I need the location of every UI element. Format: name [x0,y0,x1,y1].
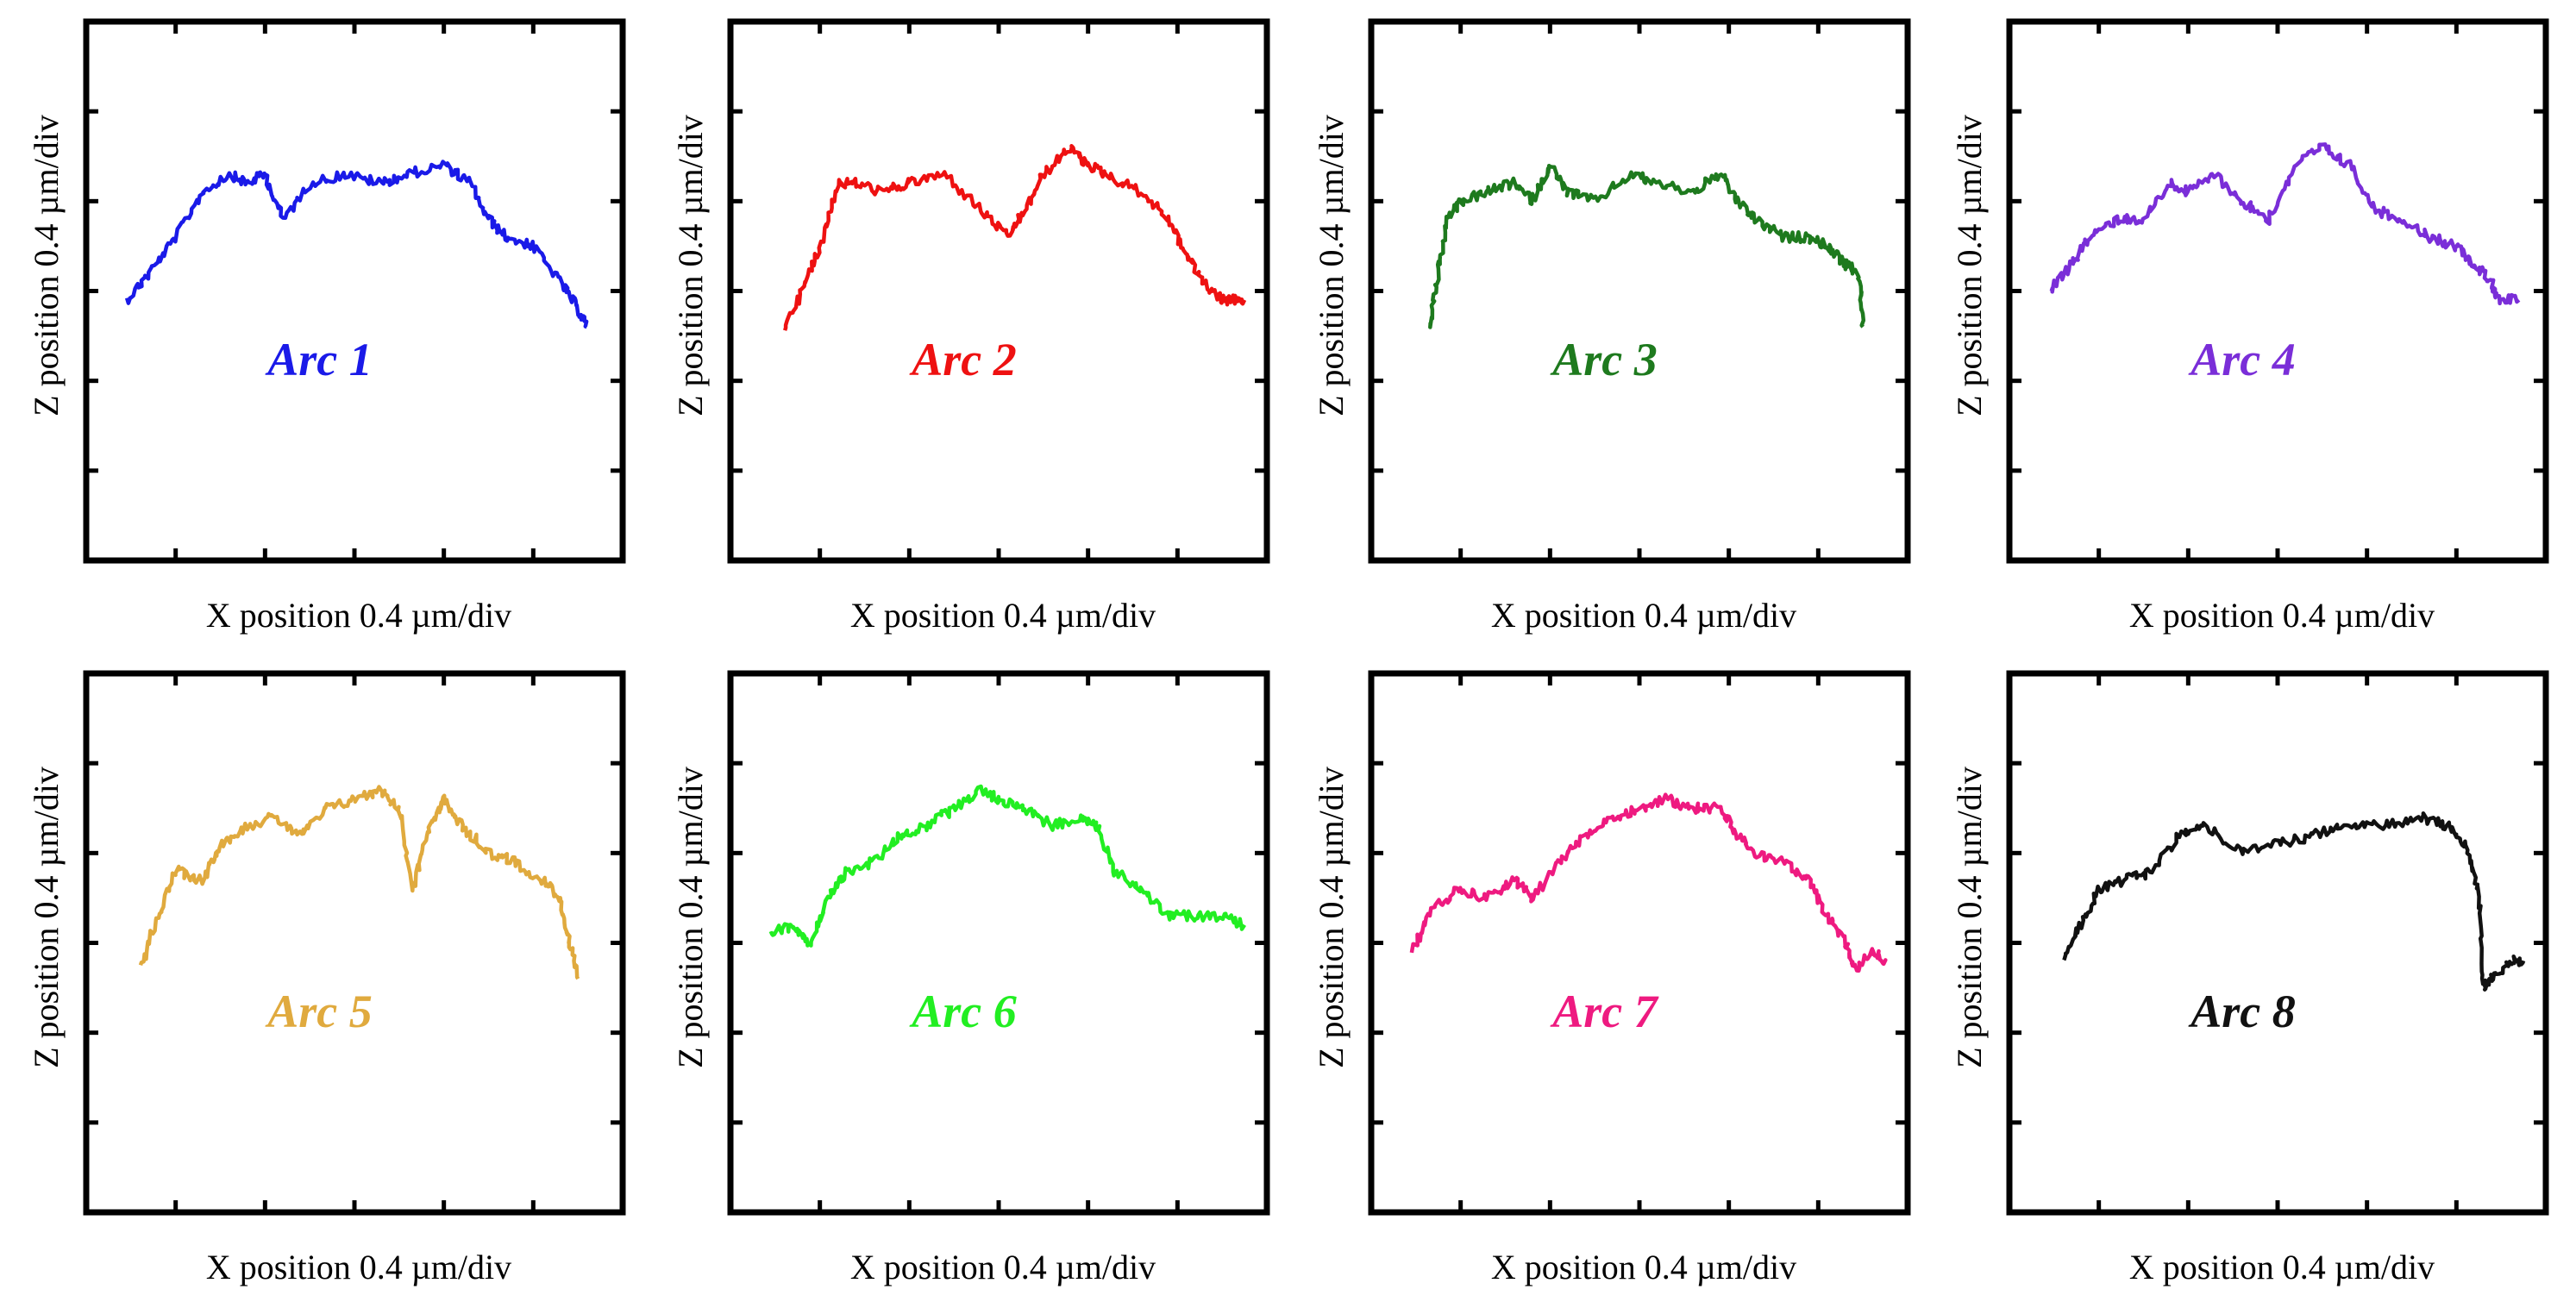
arc-trace [1428,163,1866,329]
arc-label: Arc 1 [265,334,373,385]
y-axis-title: Z position 0.4 µm/div [27,115,66,416]
x-axis-title: X position 0.4 µm/div [1491,596,1796,635]
y-axis-title: Z position 0.4 µm/div [1312,767,1351,1068]
arc-label: Arc 2 [909,334,1017,385]
panel-5: Arc 5 X position 0.4 µm/div Z position 0.4… [27,670,626,1286]
arc-trace [138,785,580,980]
x-axis-title: X position 0.4 µm/div [850,1248,1156,1286]
x-axis-title: X position 0.4 µm/div [2129,596,2435,635]
plot-frame [2006,18,2549,564]
panel-8: Arc 8 X position 0.4 µm/div Z position 0.4… [1950,670,2549,1286]
plot-frame [727,18,1270,564]
plot-frame [83,670,626,1216]
plot-frame [1368,670,1911,1216]
plot-frame [2006,670,2549,1216]
x-axis-title: X position 0.4 µm/div [1491,1248,1796,1286]
panel-4: Arc 4 X position 0.4 µm/div Z position 0.4… [1950,18,2549,635]
arc-trace [124,160,589,329]
arc-label: Arc 3 [1550,334,1658,385]
plot-frame [1368,18,1911,564]
panel-2: Arc 2 X position 0.4 µm/div Z position 0.4… [671,18,1270,635]
panel-6: Arc 6 X position 0.4 µm/div Z position 0.4… [671,670,1270,1286]
arc-label: Arc 6 [909,986,1017,1037]
arc-trace [2049,142,2521,306]
arc-trace [1409,792,1888,973]
y-axis-title: Z position 0.4 µm/div [1950,767,1989,1068]
panel-1: Arc 1 X position 0.4 µm/div Z position 0.4… [27,18,626,635]
plot-frame [83,18,626,564]
y-axis-title: Z position 0.4 µm/div [27,767,66,1068]
x-axis-title: X position 0.4 µm/div [206,596,511,635]
arc-trace [782,143,1247,331]
x-axis-title: X position 0.4 µm/div [206,1248,511,1286]
y-axis-title: Z position 0.4 µm/div [1312,115,1351,416]
arc-trace [2062,811,2526,992]
panel-3: Arc 3 X position 0.4 µm/div Z position 0.4… [1312,18,1911,635]
arc-label: Arc 7 [1550,986,1659,1037]
y-axis-title: Z position 0.4 µm/div [1950,115,1989,416]
panel-7: Arc 7 X position 0.4 µm/div Z position 0.4… [1312,670,1911,1286]
arc-label: Arc 5 [265,986,373,1037]
arc-label: Arc 4 [2188,334,2296,385]
arc-trace [768,784,1247,948]
y-axis-title: Z position 0.4 µm/div [671,115,710,416]
y-axis-title: Z position 0.4 µm/div [671,767,710,1068]
x-axis-title: X position 0.4 µm/div [2129,1248,2435,1286]
x-axis-title: X position 0.4 µm/div [850,596,1156,635]
arc-label: Arc 8 [2188,986,2296,1037]
